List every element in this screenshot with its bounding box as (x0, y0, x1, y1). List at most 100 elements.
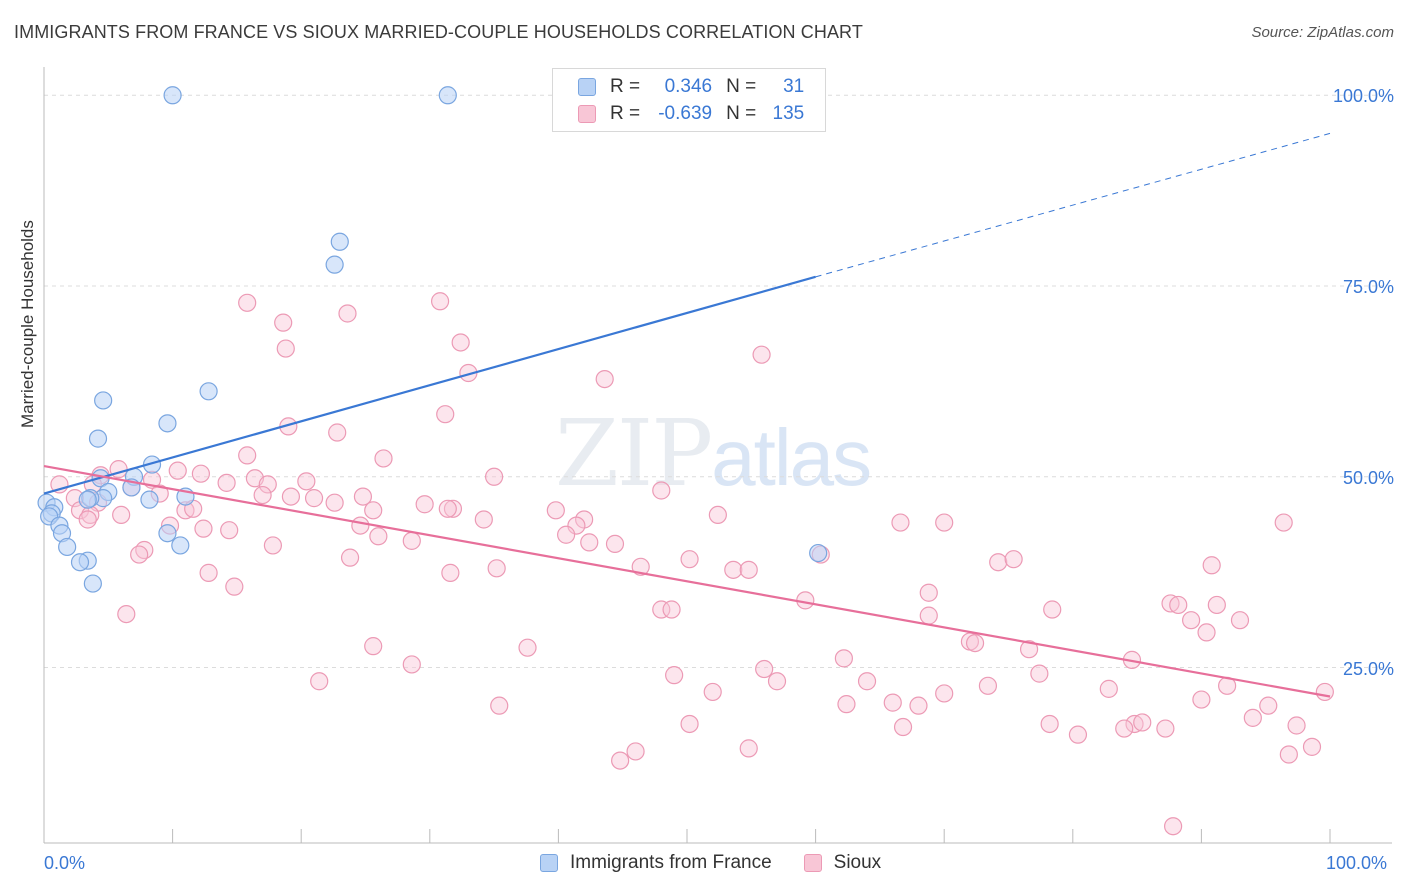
y-tick-75: 75.0% (1342, 277, 1394, 297)
france-point (83, 574, 102, 593)
series-legend: Immigrants from France Sioux (540, 852, 881, 874)
france-point (163, 86, 182, 105)
sioux-point (919, 583, 938, 602)
sioux-point (919, 606, 938, 625)
sioux-point (739, 560, 758, 579)
sioux-point (1207, 595, 1226, 615)
sioux-point (1315, 682, 1334, 702)
sioux-point (883, 693, 902, 712)
sioux-point (191, 464, 210, 483)
sioux-point (351, 516, 370, 535)
sioux-point (220, 521, 239, 540)
france-point (325, 255, 344, 274)
sioux-point (485, 467, 504, 486)
n-label: N = (726, 103, 757, 124)
sioux-point (965, 633, 985, 653)
sioux-point (1040, 714, 1059, 734)
sioux-point (1161, 594, 1180, 613)
sioux-point (364, 501, 383, 520)
sioux-point (325, 493, 344, 512)
sioux-point (297, 472, 316, 491)
france-legend-swatch (540, 854, 558, 872)
sioux-point (978, 676, 998, 695)
sioux-point (755, 659, 774, 679)
watermark-zip: ZIP (555, 400, 713, 507)
sioux-point (281, 487, 301, 506)
france-trend-extension (815, 132, 1331, 278)
sioux-point (328, 423, 347, 442)
france-point (94, 391, 113, 410)
sioux-point (487, 559, 506, 578)
chart-title: IMMIGRANTS FROM FRANCE VS SIOUX MARRIED-… (14, 22, 863, 42)
sioux-point (631, 557, 650, 576)
france-point (70, 553, 90, 572)
sioux-point (1019, 640, 1039, 659)
sioux-point (441, 563, 460, 582)
sioux-point (353, 487, 373, 506)
watermark: ZIPatlas (555, 400, 872, 507)
sioux-point (595, 369, 614, 389)
sioux-point (263, 536, 283, 555)
france-point (140, 490, 159, 509)
x-tick-min: 0.0% (44, 853, 86, 873)
sioux-point (557, 525, 576, 544)
france-point (809, 543, 828, 563)
sioux-trend-line (43, 464, 1331, 698)
sioux-point (680, 714, 699, 734)
france-point (158, 524, 177, 543)
sioux-point (304, 489, 324, 508)
y-tick-100: 100.0% (1332, 86, 1394, 106)
sioux-point (258, 475, 277, 494)
sioux-point (1302, 737, 1322, 756)
sioux-point (652, 481, 671, 500)
y-axis-label: Married-couple Households (18, 220, 37, 428)
france-r-value: 0.346 (664, 76, 713, 97)
y-tick-25: 25.0% (1342, 659, 1394, 679)
sioux-point (130, 545, 149, 564)
sioux-point (438, 499, 457, 518)
sioux-point (1274, 513, 1293, 532)
sioux-point (1169, 595, 1188, 615)
sioux-point (1230, 611, 1250, 630)
sioux-point (893, 717, 913, 737)
sioux-point (1043, 600, 1062, 619)
sioux-point (276, 339, 295, 358)
france-n-value: 31 (783, 76, 805, 97)
r-label: R = (610, 103, 641, 124)
sioux-point (217, 473, 236, 492)
sioux-r-value: -0.639 (658, 103, 713, 124)
sioux-point (443, 499, 463, 518)
sioux-n-value: 135 (772, 103, 805, 124)
sioux-point (168, 461, 187, 480)
trend-lines (43, 132, 1331, 698)
sioux-point (739, 739, 758, 758)
sioux-point (430, 292, 450, 311)
france-trend-line (43, 275, 816, 495)
sioux-point (1164, 817, 1183, 836)
sioux-point (580, 533, 599, 552)
sioux-point (1243, 708, 1262, 727)
sioux-point (1030, 664, 1049, 683)
sioux-point (724, 560, 743, 579)
sioux-point (1115, 719, 1134, 738)
sioux-point (253, 485, 272, 505)
sioux-point (474, 510, 493, 529)
sioux-point (567, 516, 586, 535)
legend-row-france: R = 0.346 N = 31 (553, 74, 804, 100)
sioux-point (1099, 679, 1118, 698)
sioux-point (436, 405, 455, 424)
sioux-point (274, 313, 293, 332)
sioux-point (989, 553, 1008, 572)
sioux-point (374, 449, 393, 468)
france-swatch (578, 78, 596, 96)
gridlines (44, 94, 1392, 669)
sioux-point (1156, 719, 1175, 738)
sioux-point (78, 510, 97, 529)
france-point (88, 429, 108, 448)
r-label: R = (610, 76, 641, 97)
sioux-legend-swatch (803, 854, 822, 872)
sioux-point (310, 672, 329, 691)
sioux-point (364, 637, 383, 656)
sioux-point (767, 672, 787, 691)
legend-row-sioux: R = -0.639 N = 135 (553, 101, 804, 127)
